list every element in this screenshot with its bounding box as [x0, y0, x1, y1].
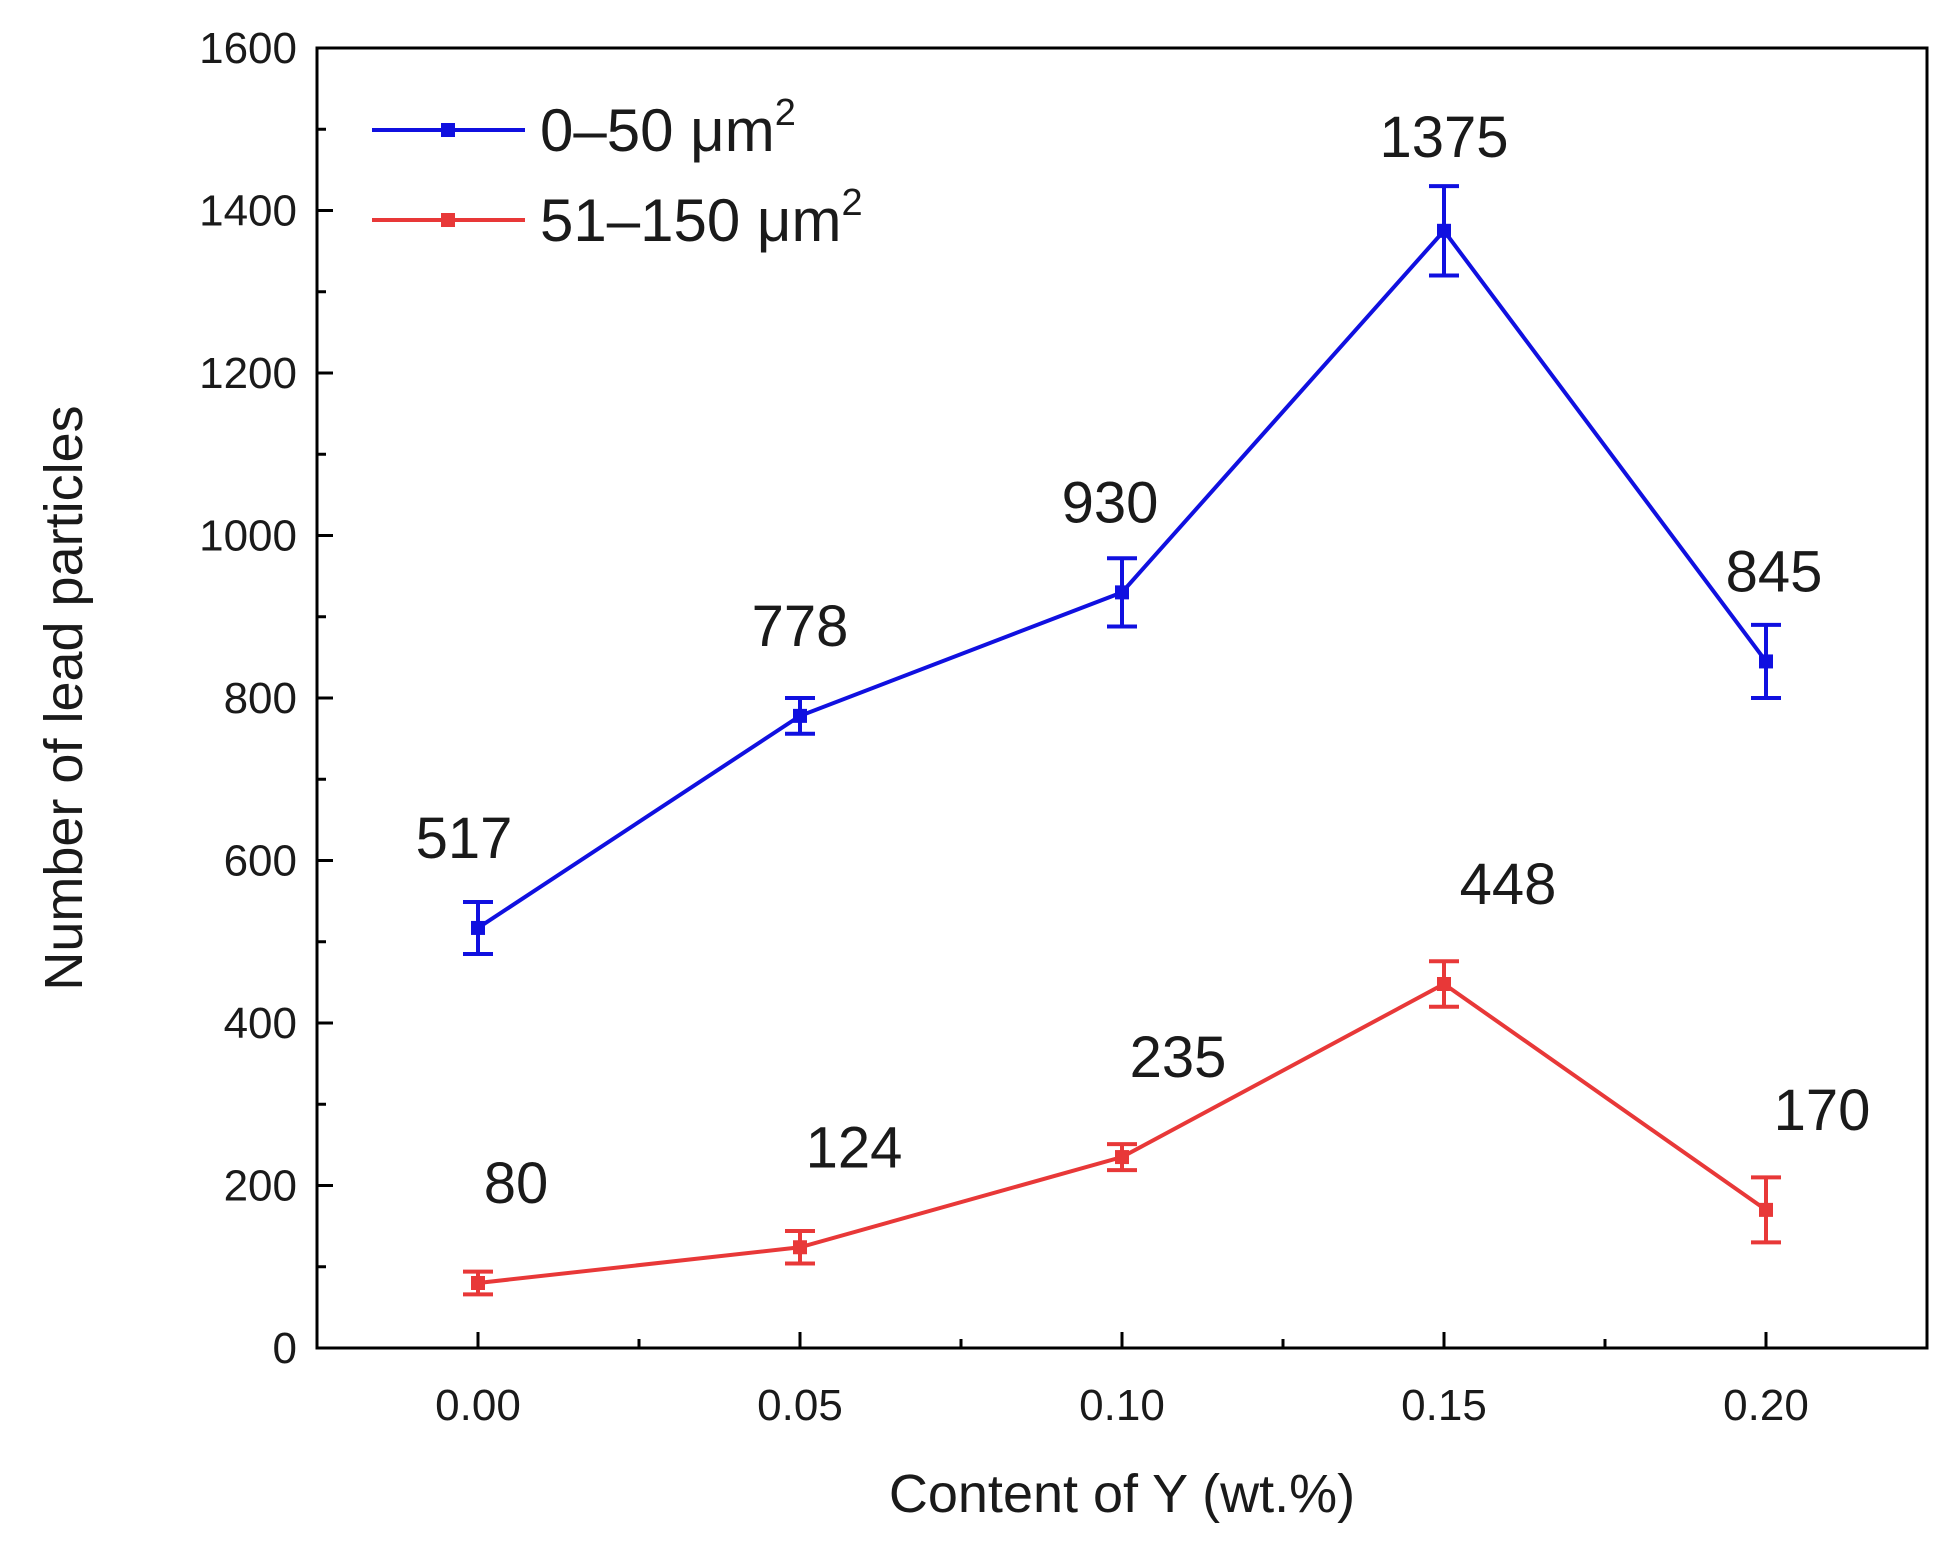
data-point: [471, 1276, 485, 1290]
plot-area: 517 778 930 1375 845 80 124 235 448 170: [416, 105, 1871, 1297]
data-label: 448: [1460, 852, 1557, 917]
data-point: [1115, 1150, 1129, 1165]
legend-label: 51–150 μm2: [540, 182, 863, 254]
legend-label-text: 51–150 μm: [540, 187, 841, 254]
data-point: [1115, 585, 1129, 600]
data-label: 845: [1726, 539, 1823, 604]
y-tick-label: 400: [224, 999, 297, 1048]
legend-marker: [441, 123, 455, 137]
legend-label-text: 0–50 μm: [540, 97, 775, 164]
axes: 0 200 400 600 800 1000 1200 1400 1600 0.00 0.05 0.1…: [199, 24, 1809, 1430]
x-tick-label: 0.15: [1401, 1381, 1487, 1430]
y-tick-label: 600: [224, 837, 297, 886]
data-point: [793, 708, 807, 723]
x-axis-title: Content of Y (wt.%): [889, 1464, 1355, 1524]
data-point: [793, 1240, 807, 1255]
legend-marker: [441, 213, 455, 227]
data-point: [471, 920, 485, 935]
y-tick-label: 0: [273, 1324, 297, 1373]
y-tick-label: 800: [224, 674, 297, 723]
data-label: 517: [416, 806, 513, 871]
y-tick-label: 1000: [199, 512, 297, 561]
series-1: 517 778 930 1375 845: [416, 105, 1823, 956]
legend-entry-2: 51–150 μm2: [372, 182, 863, 254]
data-label: 124: [806, 1115, 903, 1180]
data-label: 778: [752, 594, 849, 659]
x-tick-label: 0.10: [1079, 1381, 1165, 1430]
x-tick-label: 0.05: [757, 1381, 843, 1430]
y-axis-title: Number of lead particles: [34, 405, 94, 990]
data-label: 1375: [1379, 105, 1508, 170]
legend-label-superscript: 2: [775, 92, 796, 134]
y-tick-label: 1400: [199, 187, 297, 236]
data-point: [1759, 654, 1773, 669]
data-label: 930: [1062, 470, 1159, 535]
y-tick-label: 1200: [199, 349, 297, 398]
y-tick-label: 1600: [199, 24, 297, 73]
data-point: [1759, 1202, 1773, 1217]
data-point: [1437, 223, 1451, 238]
x-tick-label: 0.00: [435, 1381, 521, 1430]
series-2: 80 124 235 448 170: [463, 852, 1871, 1297]
series-line: [477, 981, 1768, 1285]
data-label: 80: [484, 1151, 549, 1216]
legend-label-superscript: 2: [841, 182, 862, 224]
data-point: [1437, 977, 1451, 991]
legend-label: 0–50 μm2: [540, 92, 796, 164]
x-tick-label: 0.20: [1723, 1381, 1809, 1430]
data-label: 235: [1130, 1025, 1227, 1090]
data-label: 170: [1774, 1078, 1871, 1143]
legend-entry-1: 0–50 μm2: [372, 92, 796, 164]
y-tick-label: 200: [224, 1162, 297, 1211]
